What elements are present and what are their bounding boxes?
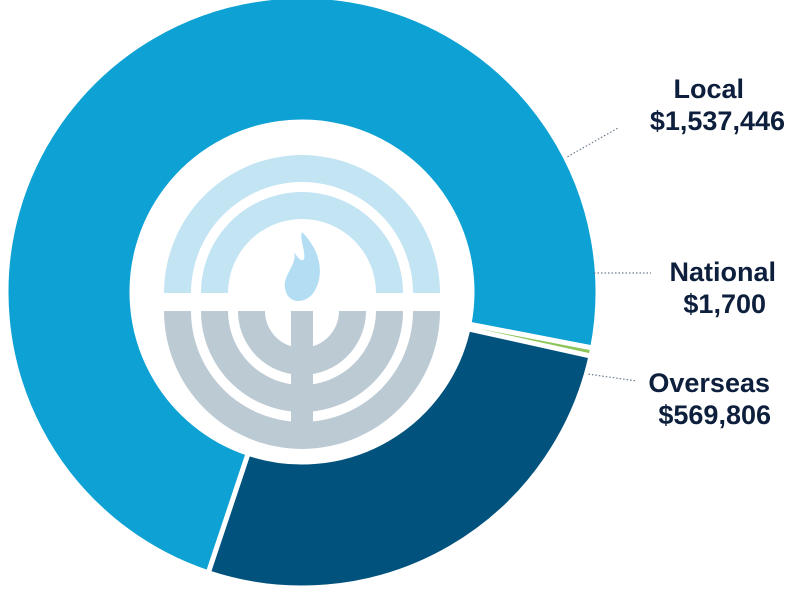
label-value: $1,537,446 xyxy=(650,106,785,136)
donut-slices xyxy=(3,0,601,589)
slice-national xyxy=(464,321,596,360)
label-name: National xyxy=(669,257,776,287)
label-local: Local $1,537,446 xyxy=(650,74,785,136)
leader-line-local xyxy=(567,127,619,158)
label-national: National $1,700 xyxy=(669,257,776,319)
slice-overseas xyxy=(205,322,596,589)
leader-line-overseas xyxy=(588,373,638,382)
label-name: Overseas xyxy=(648,368,770,398)
menorah-flame-logo-icon xyxy=(132,120,472,460)
leader-lines xyxy=(567,127,651,382)
label-value: $1,700 xyxy=(683,289,766,319)
label-overseas: Overseas $569,806 xyxy=(648,368,771,430)
label-name: Local xyxy=(673,74,744,104)
label-value: $569,806 xyxy=(658,400,771,430)
